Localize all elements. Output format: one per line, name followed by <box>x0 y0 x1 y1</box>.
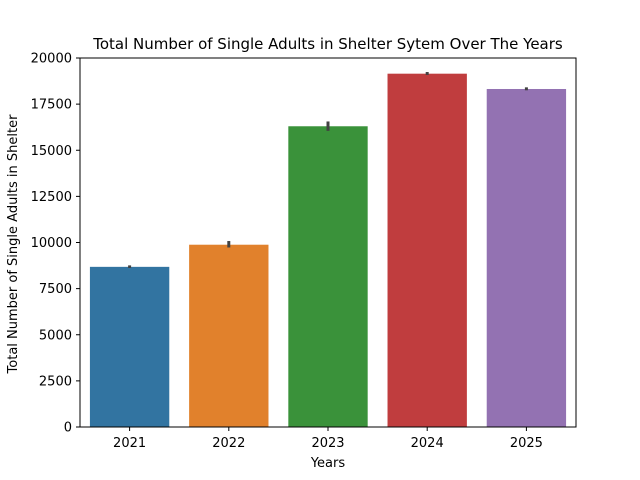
bar-2025 <box>487 89 566 427</box>
y-tick-label: 5000 <box>39 328 72 343</box>
bar-2023 <box>288 126 367 427</box>
x-tick-label: 2024 <box>411 436 444 451</box>
x-axis: 2021 2022 2023 2024 2025 <box>113 427 543 451</box>
bar-2024 <box>388 74 467 427</box>
x-tick-label: 2021 <box>113 436 146 451</box>
y-tick-label: 20000 <box>31 52 72 67</box>
bar-2022 <box>189 245 268 427</box>
y-axis: 0 2500 5000 7500 10000 12500 15000 17500 20000 <box>31 52 80 436</box>
chart-title: Total Number of Single Adults in Shelter… <box>92 35 563 53</box>
y-tick-label: 10000 <box>31 236 72 251</box>
x-axis-title: Years <box>310 456 346 471</box>
y-tick-label: 7500 <box>39 282 72 297</box>
x-tick-label: 2022 <box>212 436 245 451</box>
y-tick-label: 15000 <box>31 144 72 159</box>
bar-2021 <box>90 267 169 427</box>
y-axis-title: Total Number of Single Adults in Shelter <box>6 114 21 375</box>
x-tick-label: 2023 <box>311 436 344 451</box>
y-tick-label: 17500 <box>31 98 72 113</box>
y-tick-label: 12500 <box>31 190 72 205</box>
y-tick-label: 0 <box>64 421 72 436</box>
y-tick-label: 2500 <box>39 374 72 389</box>
x-tick-label: 2025 <box>510 436 543 451</box>
